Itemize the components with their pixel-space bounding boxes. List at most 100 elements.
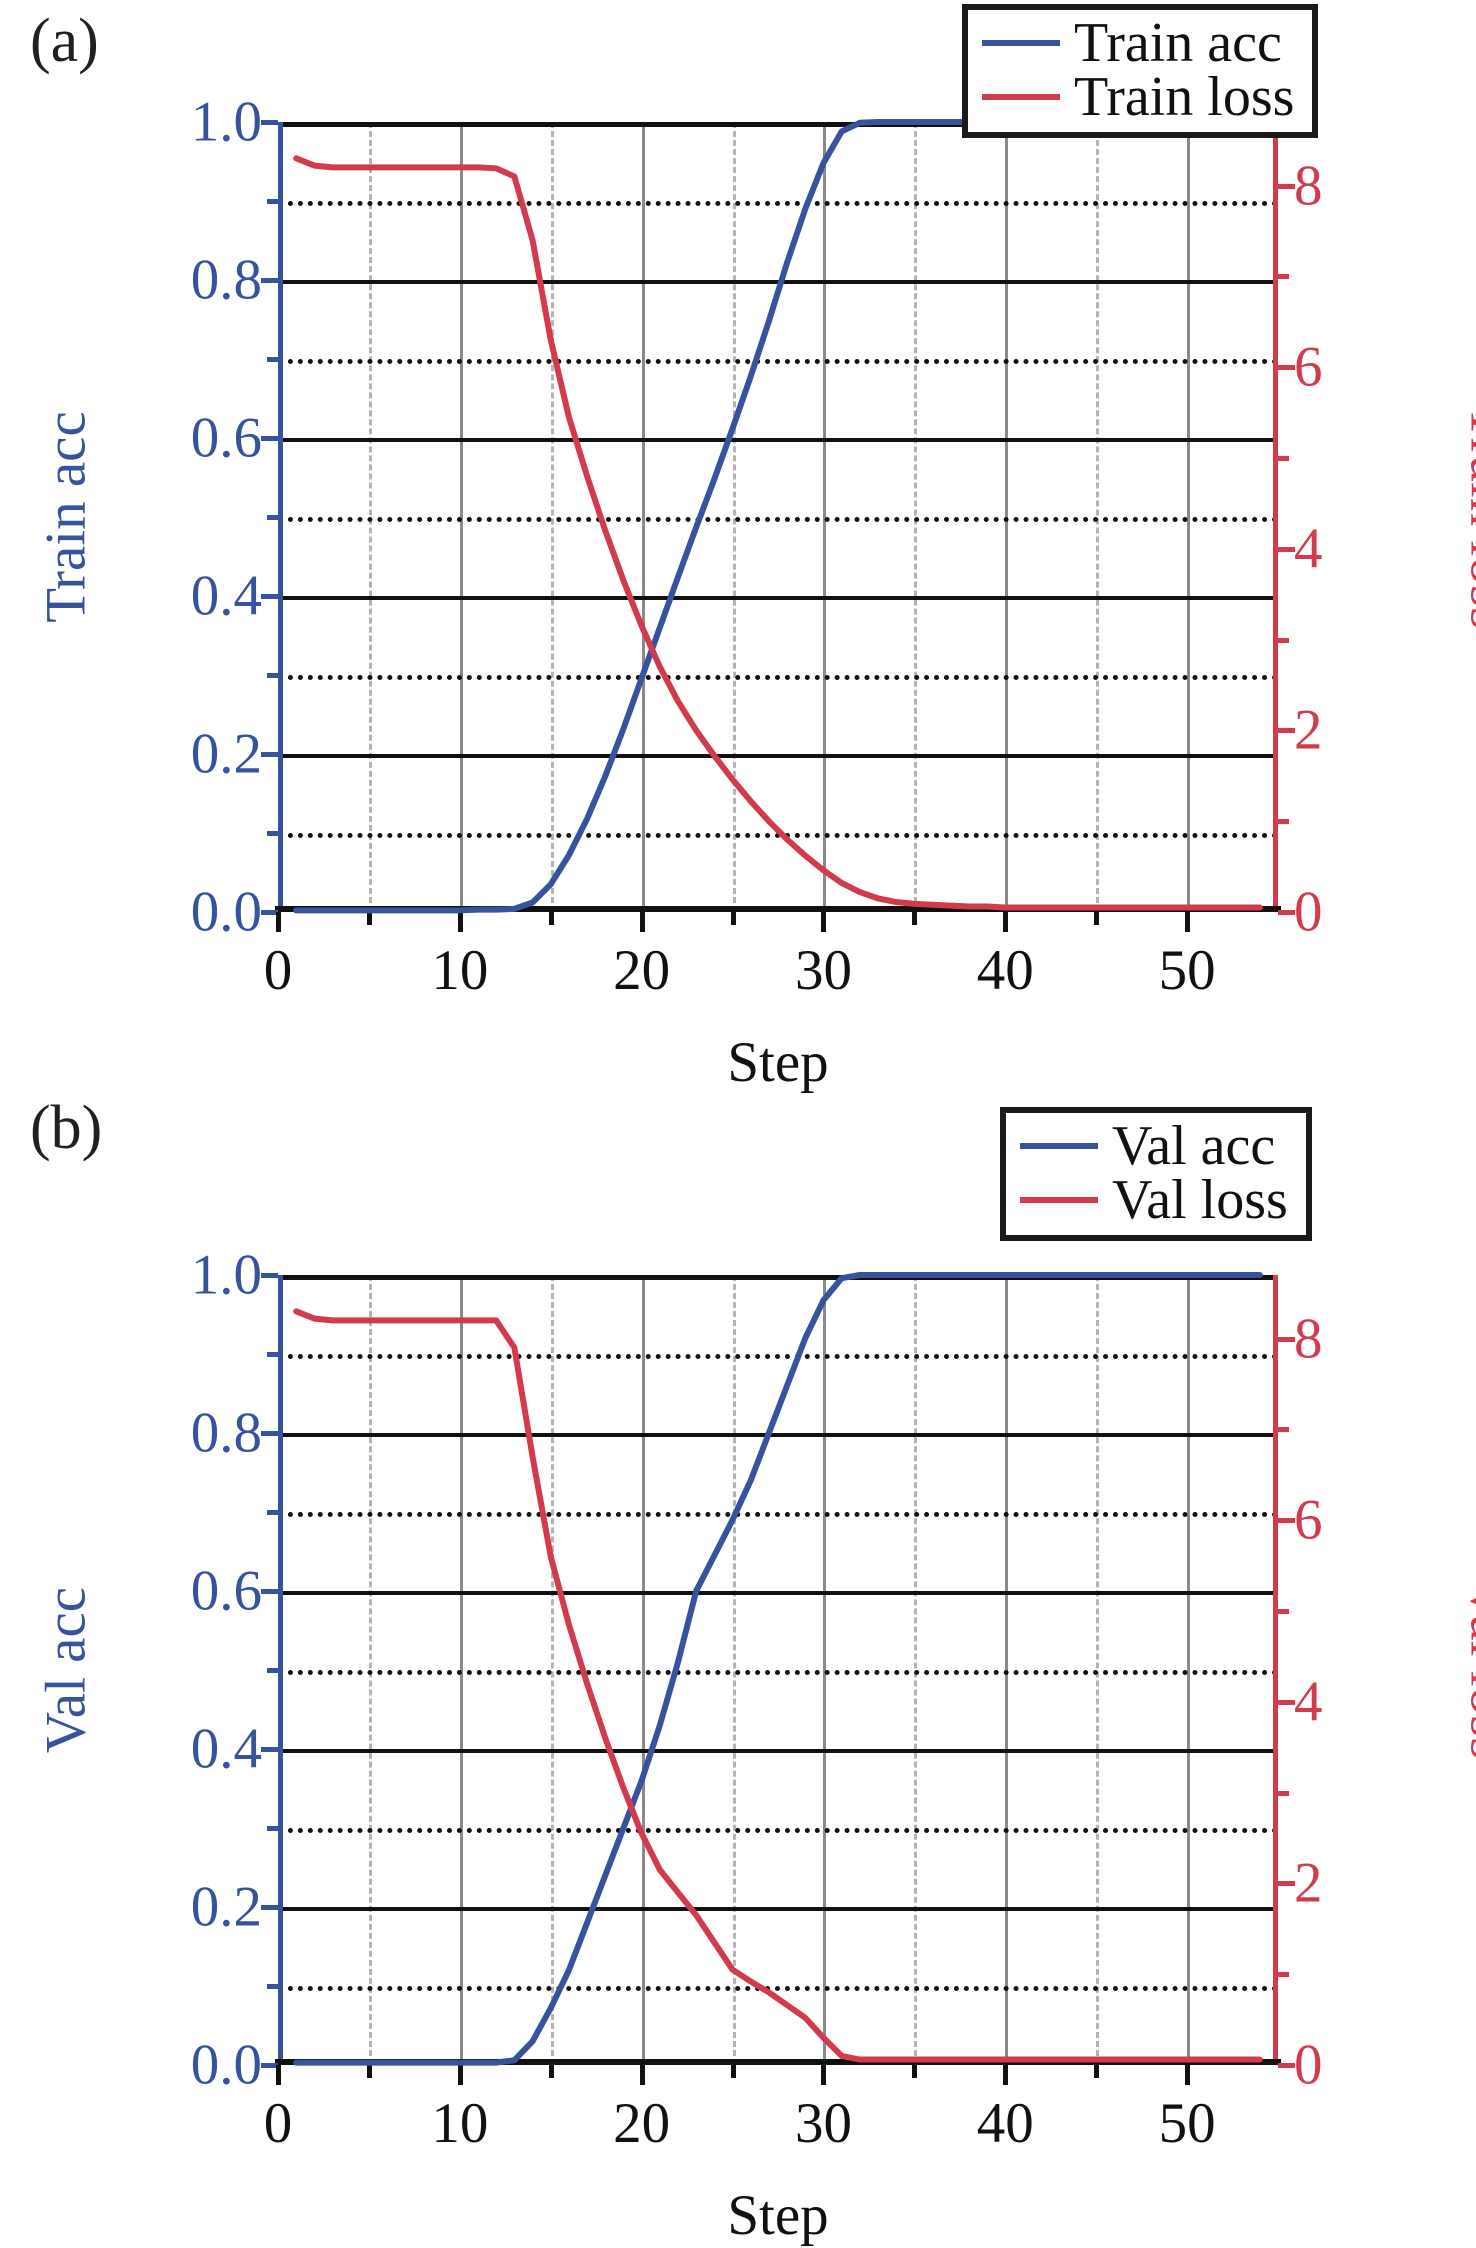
x-axis-tick — [276, 912, 281, 932]
y-axis-left-minor-tick — [267, 357, 278, 362]
y-axis-left-tick — [261, 594, 278, 599]
x-axis-tick-label: 50 — [1159, 938, 1216, 1003]
y-axis-left-minor-tick — [267, 1826, 278, 1831]
y-axis-right-minor-tick — [1278, 274, 1289, 279]
x-axis-tick-label: 10 — [431, 938, 488, 1003]
y-axis-right-tick — [1278, 365, 1295, 370]
panel-a-legend: Train acc Train loss — [962, 4, 1318, 138]
x-axis-tick — [1003, 2065, 1008, 2085]
x-axis-minor-tick — [367, 912, 372, 925]
x-axis-tick — [640, 2065, 645, 2085]
y-axis-left-tick-label: 0.4 — [191, 1717, 262, 1782]
y-axis-right-tick-label: 4 — [1294, 516, 1323, 581]
y-axis-left-tick — [261, 1431, 278, 1436]
y-axis-right-tick — [1278, 728, 1295, 733]
x-axis-minor-tick — [367, 2065, 372, 2078]
y-axis-right-tick-label: 8 — [1294, 1306, 1323, 1371]
y-axis-left-tick-label: 1.0 — [191, 90, 262, 155]
x-axis-tick — [1185, 2065, 1190, 2085]
y-axis-right-tick — [1278, 1881, 1295, 1886]
x-axis-tick — [640, 912, 645, 932]
series-canvas — [278, 1275, 1278, 2065]
y-axis-right-minor-tick — [1278, 819, 1289, 824]
x-axis-tick-label: 40 — [977, 938, 1034, 1003]
x-axis-tick — [1185, 912, 1190, 932]
x-axis-tick — [276, 2065, 281, 2085]
y-axis-right-tick — [1278, 1518, 1295, 1523]
x-axis-tick-label: 40 — [977, 2091, 1034, 2156]
y-axis-left-minor-tick — [267, 831, 278, 836]
series-line-val-loss — [296, 1311, 1260, 2059]
y-axis-right-minor-tick — [1278, 1791, 1289, 1796]
y-axis-right-tick — [1278, 2063, 1295, 2068]
y-axis-left-tick — [261, 278, 278, 283]
y-axis-left-tick — [261, 752, 278, 757]
legend-label-train-loss: Train loss — [1074, 70, 1294, 124]
x-axis-tick — [821, 912, 826, 932]
y-axis-left-tick-label: 0.2 — [191, 1875, 262, 1940]
y-axis-right-minor-tick — [1278, 1427, 1289, 1432]
series-line-train-acc — [296, 122, 1260, 910]
y-axis-left-minor-tick — [267, 1984, 278, 1989]
legend-line-swatch-blue-icon — [1020, 1143, 1098, 1149]
panel-a-left-axis-title: Train acc — [34, 411, 99, 623]
y-axis-left-tick — [261, 120, 278, 125]
x-axis-minor-tick — [1094, 2065, 1099, 2078]
y-axis-left-minor-tick — [267, 1510, 278, 1515]
y-axis-left-tick-label: 1.0 — [191, 1243, 262, 1308]
panel-b-left-axis-title: Val acc — [34, 1587, 99, 1753]
panel-b-tag: (b) — [30, 1097, 102, 1159]
y-axis-right-tick-label: 2 — [1294, 1851, 1323, 1916]
x-axis-minor-tick — [731, 912, 736, 925]
y-axis-right-tick — [1278, 1337, 1295, 1342]
y-axis-left-tick-label: 0.8 — [191, 1401, 262, 1466]
legend-line-swatch-blue-icon — [982, 40, 1060, 46]
y-axis-left-minor-tick — [267, 1668, 278, 1673]
y-axis-left-tick — [261, 436, 278, 441]
x-axis-tick-label: 0 — [264, 2091, 293, 2156]
y-axis-right-tick-label: 6 — [1294, 335, 1323, 400]
x-axis-tick — [458, 912, 463, 932]
legend-row-train-loss: Train loss — [982, 70, 1294, 124]
y-axis-right-minor-tick — [1278, 456, 1289, 461]
panel-a-tag: (a) — [30, 10, 99, 72]
y-axis-left-minor-tick — [267, 1352, 278, 1357]
x-axis-minor-tick — [731, 2065, 736, 2078]
series-line-train-loss — [296, 158, 1260, 907]
x-axis-tick-label: 20 — [613, 2091, 670, 2156]
x-axis-tick-label: 10 — [431, 2091, 488, 2156]
panel-b-right-axis-title: Val loss — [1458, 1581, 1476, 1760]
y-axis-right-tick-label: 6 — [1294, 1488, 1323, 1553]
y-axis-left-tick-label: 0.0 — [191, 2033, 262, 2098]
y-axis-right-tick-label: 0 — [1294, 880, 1323, 945]
legend-row-train-acc: Train acc — [982, 16, 1294, 70]
y-axis-right-tick — [1278, 1700, 1295, 1705]
x-axis-minor-tick — [912, 2065, 917, 2078]
x-axis-minor-tick — [549, 912, 554, 925]
x-axis-minor-tick — [912, 912, 917, 925]
y-axis-right-tick-label: 8 — [1294, 153, 1323, 218]
y-axis-left-tick-label: 0.8 — [191, 248, 262, 313]
series-canvas — [278, 122, 1278, 912]
x-axis-tick-label: 50 — [1159, 2091, 1216, 2156]
x-axis-tick — [1003, 912, 1008, 932]
y-axis-left-tick — [261, 1747, 278, 1752]
y-axis-right-tick-label: 2 — [1294, 698, 1323, 763]
x-axis-tick-label: 20 — [613, 938, 670, 1003]
x-axis-tick — [821, 2065, 826, 2085]
y-axis-left-minor-tick — [267, 199, 278, 204]
y-axis-right-tick-label: 0 — [1294, 2033, 1323, 2098]
y-axis-left-tick-label: 0.4 — [191, 564, 262, 629]
y-axis-right-minor-tick — [1278, 1609, 1289, 1614]
legend-label-val-loss: Val loss — [1112, 1173, 1288, 1227]
x-axis-tick-label: 30 — [795, 2091, 852, 2156]
y-axis-right-minor-tick — [1278, 1972, 1289, 1977]
legend-label-train-acc: Train acc — [1074, 16, 1282, 70]
y-axis-left-tick — [261, 1273, 278, 1278]
x-axis-minor-tick — [1094, 912, 1099, 925]
series-line-val-acc — [296, 1275, 1260, 2063]
